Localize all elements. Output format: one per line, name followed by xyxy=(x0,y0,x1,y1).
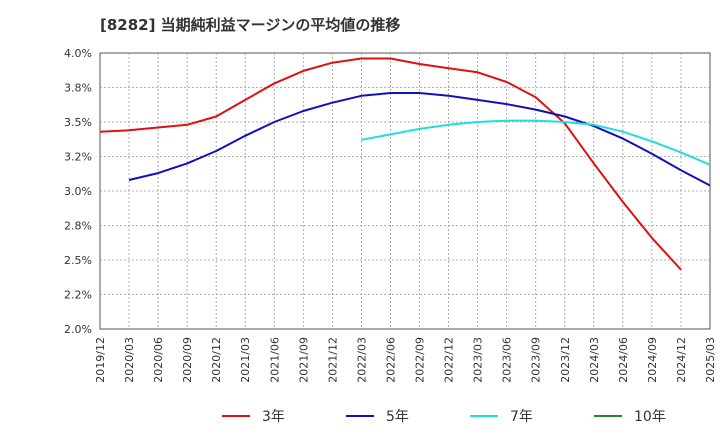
series-line-5年 xyxy=(128,92,711,187)
y-tick-label: 2.2% xyxy=(64,289,92,302)
y-tick-label: 3.8% xyxy=(64,82,92,95)
x-tick-label: 2023/09 xyxy=(530,337,543,383)
y-tick-label: 2.8% xyxy=(64,220,92,233)
legend-item: 5年 xyxy=(346,404,409,428)
x-tick-label: 2022/12 xyxy=(443,337,456,383)
legend-item: 3年 xyxy=(222,404,285,428)
x-tick-label: 2023/03 xyxy=(472,337,485,383)
legend-item: 10年 xyxy=(594,404,666,428)
y-tick-label: 2.5% xyxy=(64,254,92,267)
y-axis-ticks: 2.0% 2.2% 2.5% 2.8% 3.0% 3.2% 3.5% 3.8% 4.0% xyxy=(64,47,92,336)
y-tick-label: 2.0% xyxy=(64,323,92,336)
legend-label: 5年 xyxy=(386,409,409,425)
x-tick-label: 2020/06 xyxy=(152,337,165,383)
legend-swatch xyxy=(222,415,250,417)
x-tick-label: 2022/03 xyxy=(355,337,368,383)
x-tick-label: 2021/12 xyxy=(326,337,339,383)
legend-swatch xyxy=(594,415,622,417)
legend-label: 10年 xyxy=(634,409,666,425)
x-tick-label: 2020/09 xyxy=(181,337,194,383)
x-tick-label: 2022/09 xyxy=(414,337,427,383)
y-tick-label: 3.2% xyxy=(64,151,92,164)
x-tick-label: 2020/03 xyxy=(123,337,136,383)
x-tick-label: 2024/03 xyxy=(588,337,601,383)
x-tick-label: 2024/09 xyxy=(646,337,659,383)
legend: 3年 5年 7年 10年 xyxy=(0,404,720,428)
x-tick-label: 2021/09 xyxy=(297,337,310,383)
x-tick-label: 2021/06 xyxy=(268,337,281,383)
legend-label: 3年 xyxy=(262,409,285,425)
x-tick-label: 2023/12 xyxy=(559,337,572,383)
x-tick-label: 2019/12 xyxy=(94,337,107,383)
legend-swatch xyxy=(470,415,498,417)
x-tick-label: 2021/03 xyxy=(239,337,252,383)
x-tick-label: 2024/06 xyxy=(617,337,630,383)
series-line-3年 xyxy=(99,57,682,271)
x-axis-ticks: 2019/12 2020/03 2020/06 2020/09 2020/12 2021/… xyxy=(94,337,717,383)
legend-item: 7年 xyxy=(470,404,533,428)
x-tick-label: 2020/12 xyxy=(210,337,223,383)
x-tick-label: 2022/06 xyxy=(384,337,397,383)
y-tick-label: 3.5% xyxy=(64,116,92,129)
legend-swatch xyxy=(346,415,374,417)
x-tick-label: 2023/06 xyxy=(501,337,514,383)
y-tick-label: 3.0% xyxy=(64,185,92,198)
y-tick-label: 4.0% xyxy=(64,47,92,60)
chart-title: [8282] 当期純利益マージンの平均値の推移 xyxy=(100,16,401,34)
grid xyxy=(100,53,710,329)
x-tick-label: 2024/12 xyxy=(675,337,688,383)
series-lines xyxy=(99,57,711,271)
series-line-7年 xyxy=(361,119,711,166)
legend-label: 7年 xyxy=(510,409,533,425)
x-tick-label: 2025/03 xyxy=(704,337,717,383)
